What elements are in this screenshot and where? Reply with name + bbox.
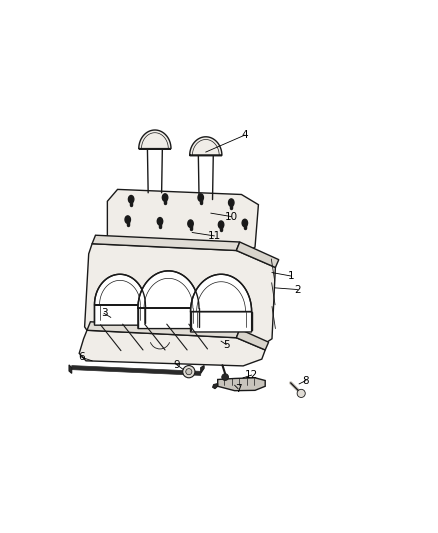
Ellipse shape [198,194,203,201]
Polygon shape [191,274,251,332]
Text: 4: 4 [241,130,248,140]
Polygon shape [95,274,145,325]
Circle shape [222,374,229,381]
Polygon shape [138,271,199,328]
Text: 1: 1 [287,271,294,281]
Polygon shape [79,330,265,366]
Ellipse shape [188,220,193,228]
Ellipse shape [125,216,131,223]
Polygon shape [139,130,171,149]
Text: 3: 3 [101,308,107,318]
Ellipse shape [162,194,168,201]
Circle shape [297,389,305,398]
Text: 12: 12 [245,370,258,380]
Circle shape [186,369,192,375]
Text: 2: 2 [294,285,301,295]
Polygon shape [237,242,279,268]
Text: 6: 6 [78,352,85,362]
Polygon shape [218,378,265,391]
Ellipse shape [157,217,162,225]
Ellipse shape [219,221,224,229]
Polygon shape [201,366,204,374]
Text: 7: 7 [235,384,241,394]
Text: 5: 5 [223,340,230,350]
Text: 8: 8 [303,376,309,385]
Polygon shape [72,366,201,375]
Polygon shape [107,189,258,256]
Polygon shape [237,329,268,350]
Text: 10: 10 [225,212,238,222]
Polygon shape [92,235,240,251]
Polygon shape [190,137,222,156]
Circle shape [183,366,195,378]
Ellipse shape [242,219,247,227]
Ellipse shape [128,196,134,203]
Text: 11: 11 [208,231,221,241]
Text: 9: 9 [173,360,180,370]
Ellipse shape [229,199,234,206]
Polygon shape [212,384,218,389]
Polygon shape [87,322,240,338]
Polygon shape [85,244,276,348]
Polygon shape [69,365,72,374]
